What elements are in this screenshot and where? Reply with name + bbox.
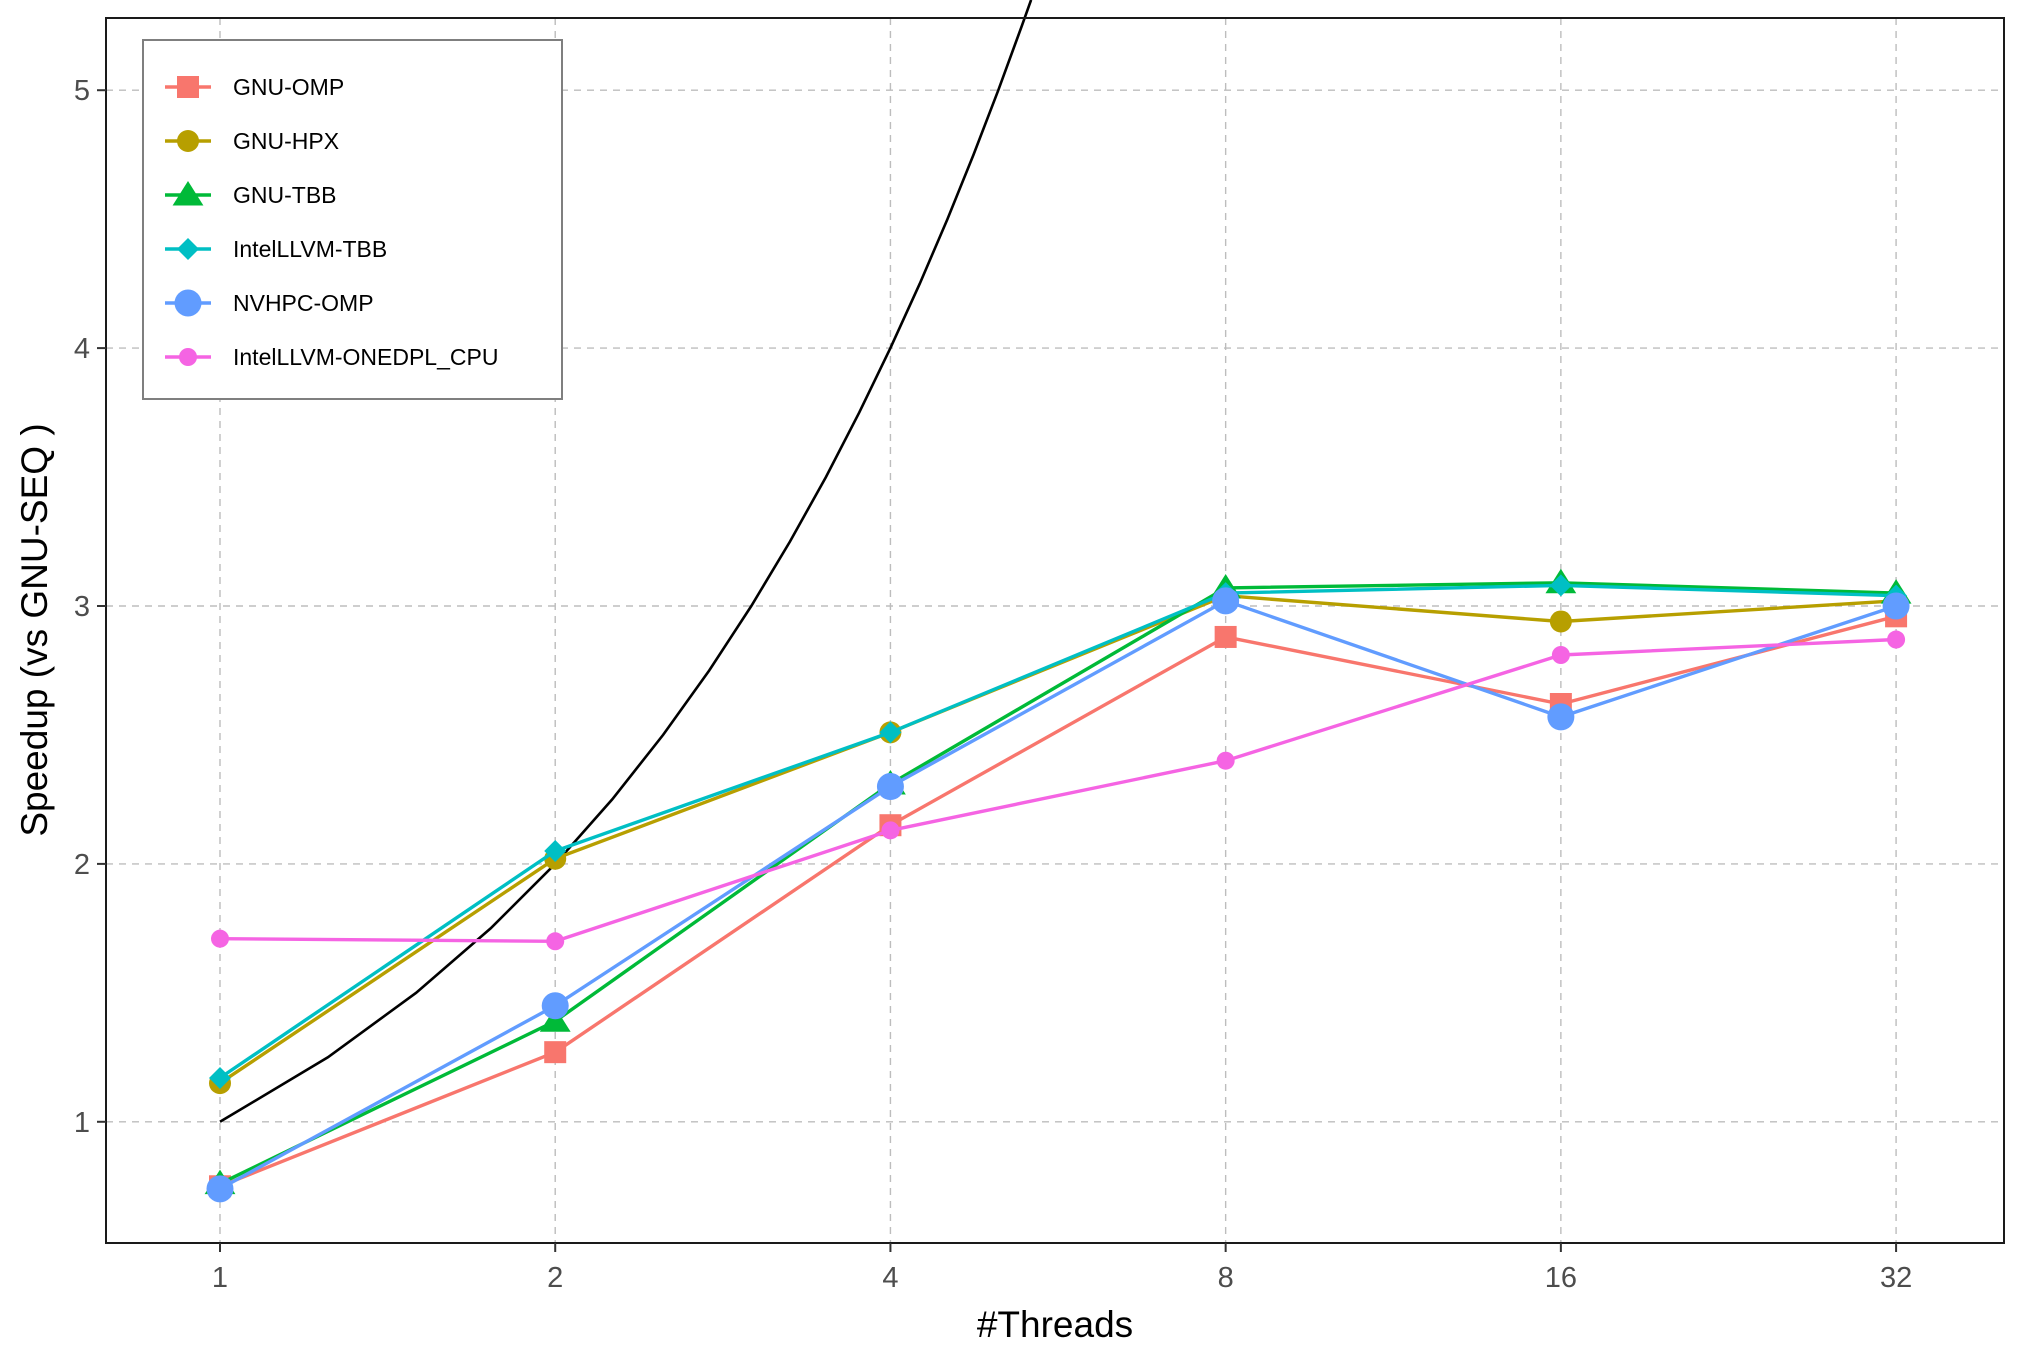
series-line-intelllvm-tbb (219, 583, 1897, 1080)
x-tick-label: 4 (882, 1262, 898, 1294)
legend-item-gnu-omp: GNU-OMP (165, 74, 344, 100)
legend-marker (174, 289, 202, 317)
data-point-intelllvm-tbb (1549, 574, 1572, 597)
legend-label: NVHPC-OMP (233, 290, 374, 316)
series-layer (204, 568, 1912, 1203)
x-tick-label: 2 (547, 1262, 563, 1294)
data-point-nvhpc-omp (1212, 587, 1240, 615)
reference-curve (219, 0, 1033, 1123)
series-line-gnu-tbb (219, 581, 1897, 1186)
legend-marker (179, 348, 197, 366)
data-point-gnu-hpx (1549, 610, 1572, 633)
legend-label: IntelLLVM-TBB (233, 236, 387, 262)
y-tick-label: 4 (74, 333, 90, 365)
data-point-intelllvm-tbb (544, 840, 567, 862)
x-tick-label: 16 (1545, 1262, 1577, 1294)
data-point-gnu-tbb (539, 1007, 571, 1032)
data-point-nvhpc-omp (206, 1175, 234, 1203)
data-point-intelllvm-tbb (208, 1066, 231, 1089)
legend-item-nvhpc-omp: NVHPC-OMP (165, 289, 374, 317)
data-point-intelllvm-tbb (879, 721, 902, 744)
y-tick-label: 3 (74, 591, 90, 623)
legend-label: GNU-HPX (233, 128, 339, 154)
data-point-nvhpc-omp (1547, 703, 1575, 731)
x-axis-title: #Threads (977, 1304, 1133, 1345)
data-point-intelllvm-onedpl-cpu (546, 932, 565, 951)
data-point-intelllvm-onedpl-cpu (210, 929, 229, 948)
y-tick-label: 1 (74, 1107, 90, 1139)
data-point-intelllvm-onedpl-cpu (1216, 751, 1235, 770)
legend-marker (172, 181, 204, 206)
data-point-nvhpc-omp (876, 773, 904, 801)
y-axis-title: Speedup (vs GNU-SEQ ) (14, 423, 55, 836)
legend-box (142, 39, 563, 400)
legend-label: GNU-TBB (233, 182, 337, 208)
plot-border (105, 17, 2005, 1244)
x-axis: 1 2 4 8 16 32 (212, 1243, 1912, 1294)
data-point-intelllvm-onedpl-cpu (1887, 630, 1906, 649)
legend-marker (177, 76, 199, 98)
data-point-gnu-omp (1214, 625, 1237, 648)
series-nvhpc-omp (206, 587, 1910, 1203)
reference-curve-layer (219, 0, 1033, 1123)
legend-item-gnu-tbb: GNU-TBB (165, 181, 337, 208)
series-line-intelllvm-onedpl-cpu (219, 637, 1897, 944)
legend-marker (177, 238, 199, 260)
y-tick-label: 5 (74, 75, 90, 107)
data-point-intelllvm-onedpl-cpu (881, 821, 900, 840)
data-point-nvhpc-omp (541, 992, 569, 1020)
x-tick-label: 1 (212, 1262, 228, 1294)
x-tick-label: 8 (1218, 1262, 1234, 1294)
legend-label: IntelLLVM-ONEDPL_CPU (233, 344, 498, 370)
legend-item-intelllvm-onedpl-cpu: IntelLLVM-ONEDPL_CPU (165, 344, 498, 370)
data-point-nvhpc-omp (1882, 592, 1910, 620)
legend-marker (177, 130, 199, 152)
legend-item-gnu-hpx: GNU-HPX (165, 128, 339, 154)
y-axis: 1 2 3 4 5 (74, 75, 106, 1139)
data-point-gnu-omp (544, 1041, 567, 1064)
legend-item-intelllvm-tbb: IntelLLVM-TBB (165, 236, 387, 262)
x-tick-label: 32 (1880, 1262, 1912, 1294)
data-point-intelllvm-onedpl-cpu (1551, 646, 1570, 664)
series-line-gnu-omp (219, 614, 1897, 1188)
legend: GNU-OMP GNU-HPX GNU-TBB IntelLLVM-TBB NVHPC-… (142, 39, 563, 400)
y-tick-label: 2 (74, 849, 90, 881)
series-intelllvm-onedpl-cpu (210, 630, 1906, 951)
series-line-nvhpc-omp (219, 598, 1897, 1191)
legend-label: GNU-OMP (233, 74, 344, 100)
